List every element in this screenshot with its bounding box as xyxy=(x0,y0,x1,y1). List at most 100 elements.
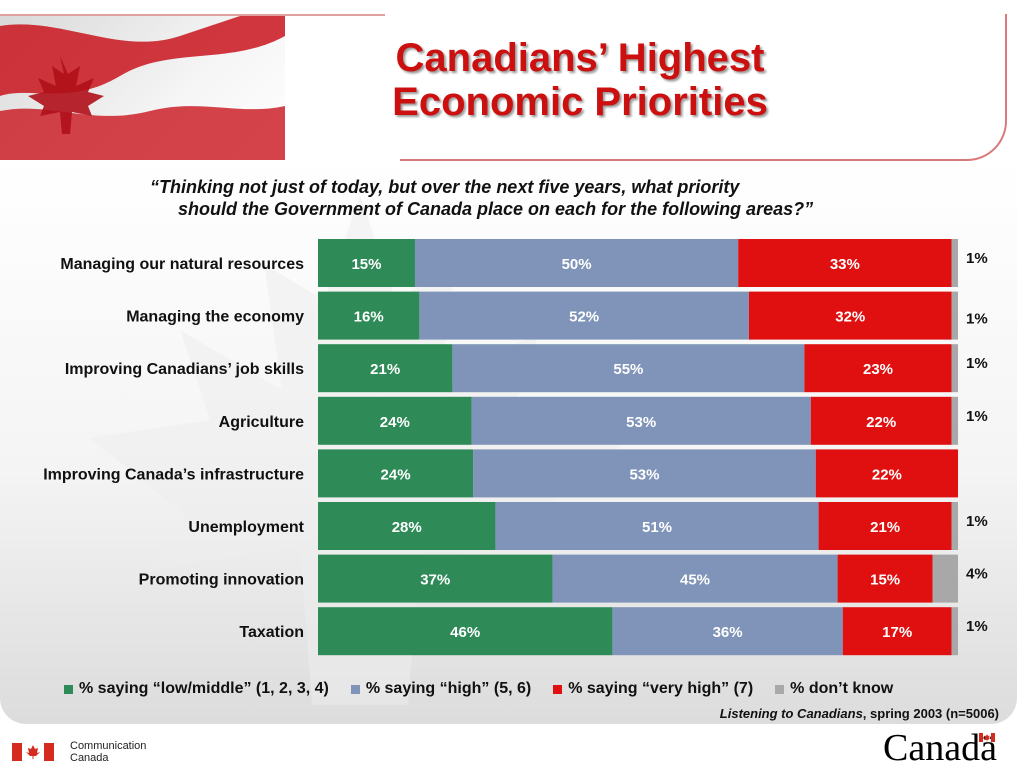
bar-segment-4 xyxy=(951,396,958,445)
category-label: Agriculture xyxy=(219,414,304,431)
data-label: 32% xyxy=(835,309,865,326)
bar-segment-3 xyxy=(837,554,933,603)
bar-segment-4 xyxy=(951,502,958,550)
bar-segment-3 xyxy=(804,344,952,393)
data-label: 23% xyxy=(863,361,893,378)
source-title: Listening to Canadians xyxy=(719,706,863,721)
flag-wave-icon xyxy=(0,16,285,160)
data-label: 33% xyxy=(830,256,860,273)
title-frame xyxy=(400,14,1007,161)
data-label: 21% xyxy=(370,361,400,378)
legend-item: % saying “low/middle” (1, 2, 3, 4) xyxy=(64,680,329,698)
survey-question: “Thinking not just of today, but over th… xyxy=(150,176,850,220)
bar-segment-1 xyxy=(318,554,553,603)
title-line-1: Canadians’ Highest xyxy=(395,36,765,80)
bar-segment-1 xyxy=(318,502,496,550)
legend-swatch xyxy=(64,684,73,694)
category-label: Improving Canadians’ job skills xyxy=(65,361,304,378)
dont-know-label: 1% xyxy=(966,311,988,328)
bar-segment-1 xyxy=(318,291,420,340)
legend-label: % saying “very high” (7) xyxy=(568,680,754,697)
flag-image xyxy=(0,16,285,160)
bar-segment-3 xyxy=(810,396,952,445)
bar-segment-4 xyxy=(951,344,958,393)
bar-segment-3 xyxy=(842,607,952,656)
data-label: 15% xyxy=(351,256,381,273)
data-label: 28% xyxy=(392,519,422,536)
org-name-line-2: Canada xyxy=(70,752,109,764)
bar-segment-4 xyxy=(932,554,958,603)
data-label: 36% xyxy=(713,624,743,641)
legend-item: % saying “very high” (7) xyxy=(553,680,753,698)
question-line-2: should the Government of Canada place on… xyxy=(178,199,814,219)
bar-segment-1 xyxy=(318,239,415,287)
bar-segment-1 xyxy=(318,607,613,656)
chart-legend: % saying “low/middle” (1, 2, 3, 4) % sayi… xyxy=(64,680,994,698)
footer-org: Communication Canada xyxy=(12,740,146,764)
category-label: Unemployment xyxy=(188,519,304,536)
data-label: 46% xyxy=(450,624,480,641)
bar-segment-1 xyxy=(318,449,474,498)
title-line-2: Economic Priorities xyxy=(392,80,768,124)
data-label: 51% xyxy=(642,519,672,536)
bar-segment-2 xyxy=(612,607,843,656)
dont-know-label: 1% xyxy=(966,408,988,425)
dont-know-label: 4% xyxy=(966,566,988,583)
dont-know-label: 1% xyxy=(966,618,988,635)
bar-segment-2 xyxy=(495,502,819,550)
bar-segment-3 xyxy=(738,239,952,287)
data-label: 24% xyxy=(381,466,411,483)
bar-segment-2 xyxy=(452,344,805,393)
legend-label: % saying “low/middle” (1, 2, 3, 4) xyxy=(79,680,329,697)
bar-segment-3 xyxy=(818,502,952,550)
data-label: 15% xyxy=(870,572,900,589)
bar-segment-3 xyxy=(815,449,958,498)
bar-segment-2 xyxy=(414,239,739,287)
category-label: Managing our natural resources xyxy=(60,256,304,273)
bar-segment-2 xyxy=(473,449,816,498)
page-title: Canadians’ Highest Economic Priorities xyxy=(300,36,860,124)
data-label: 24% xyxy=(380,414,410,431)
data-label: 16% xyxy=(354,309,384,326)
data-label: 21% xyxy=(870,519,900,536)
category-label: Managing the economy xyxy=(126,309,304,326)
dont-know-label: 1% xyxy=(966,513,988,530)
category-label: Taxation xyxy=(239,624,304,641)
data-label: 17% xyxy=(882,624,912,641)
category-label: Promoting innovation xyxy=(139,572,304,589)
org-name: Communication Canada xyxy=(70,740,146,764)
data-label: 55% xyxy=(613,361,643,378)
data-label: 37% xyxy=(420,572,450,589)
bar-segment-2 xyxy=(471,396,811,445)
data-label: 53% xyxy=(626,414,656,431)
stacked-bar-chart: Managing our natural resources 15% 50% 33% 1… xyxy=(43,239,988,656)
data-label: 22% xyxy=(866,414,896,431)
bar-segment-3 xyxy=(748,291,952,340)
source-note: Listening to Canadians, spring 2003 (n=5… xyxy=(720,706,999,721)
canada-flag-icon xyxy=(12,743,54,761)
top-rule xyxy=(0,14,385,16)
org-name-line-1: Communication xyxy=(70,740,147,752)
bar-segment-4 xyxy=(951,239,958,287)
bar-segment-2 xyxy=(419,291,749,340)
bar-segment-2 xyxy=(552,554,838,603)
bar-segment-1 xyxy=(318,344,453,393)
legend-label: % don’t know xyxy=(790,680,894,697)
category-label: Improving Canada’s infrastructure xyxy=(43,466,304,483)
canada-wordmark: Canadä xyxy=(883,727,997,769)
data-label: 50% xyxy=(562,256,592,273)
legend-swatch xyxy=(775,684,785,694)
dont-know-label: 1% xyxy=(966,250,988,267)
bar-segment-4 xyxy=(951,291,958,340)
source-detail: , spring 2003 (n=5006) xyxy=(862,706,999,721)
data-label: 45% xyxy=(680,572,710,589)
bar-segment-4 xyxy=(951,607,958,656)
legend-swatch xyxy=(350,684,360,694)
wordmark-flag-icon xyxy=(979,733,995,742)
data-label: 53% xyxy=(629,466,659,483)
legend-item: % saying “high” (5, 6) xyxy=(350,680,531,698)
data-label: 52% xyxy=(569,309,599,326)
legend-swatch xyxy=(553,684,563,694)
dont-know-label: 1% xyxy=(966,355,988,372)
